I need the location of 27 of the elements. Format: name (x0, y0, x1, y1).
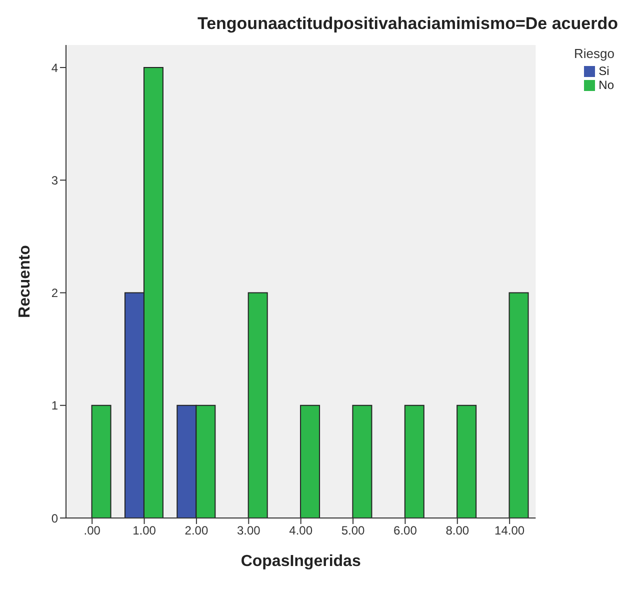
x-tick-label: 4.00 (289, 524, 313, 538)
chart-title: Tengounaactitudpositivahaciamimismo=De acuerdo (196, 14, 618, 34)
legend-label: No (598, 78, 614, 92)
x-tick-label: 1.00 (132, 524, 156, 538)
y-tick-label: 0 (51, 511, 58, 526)
x-tick-label: 8.00 (446, 524, 470, 538)
y-tick-label: 4 (51, 60, 58, 75)
bar (352, 404, 372, 518)
x-axis-title: CopasIngeridas (240, 553, 361, 570)
bar (91, 404, 112, 518)
y-tick-label: 2 (51, 286, 58, 300)
y-tick-label: 3 (51, 173, 58, 188)
x-tick-label: 3.00 (236, 524, 261, 538)
x-tick-label: 6.00 (394, 524, 418, 538)
legend-title: Riesgo (574, 46, 614, 61)
legend-label: Si (598, 64, 610, 78)
x-tick-label: 2.00 (184, 524, 208, 538)
bar (508, 292, 529, 518)
y-tick-label: 1 (51, 398, 58, 413)
x-tick-label: .00 (84, 524, 101, 538)
bar (300, 404, 320, 518)
bar (456, 404, 477, 518)
x-tick-label: 14.00 (494, 524, 525, 538)
y-axis-title: Recuento (16, 244, 34, 318)
x-tick-label: 5.00 (341, 524, 366, 538)
bar (248, 292, 268, 518)
bar (404, 404, 424, 518)
